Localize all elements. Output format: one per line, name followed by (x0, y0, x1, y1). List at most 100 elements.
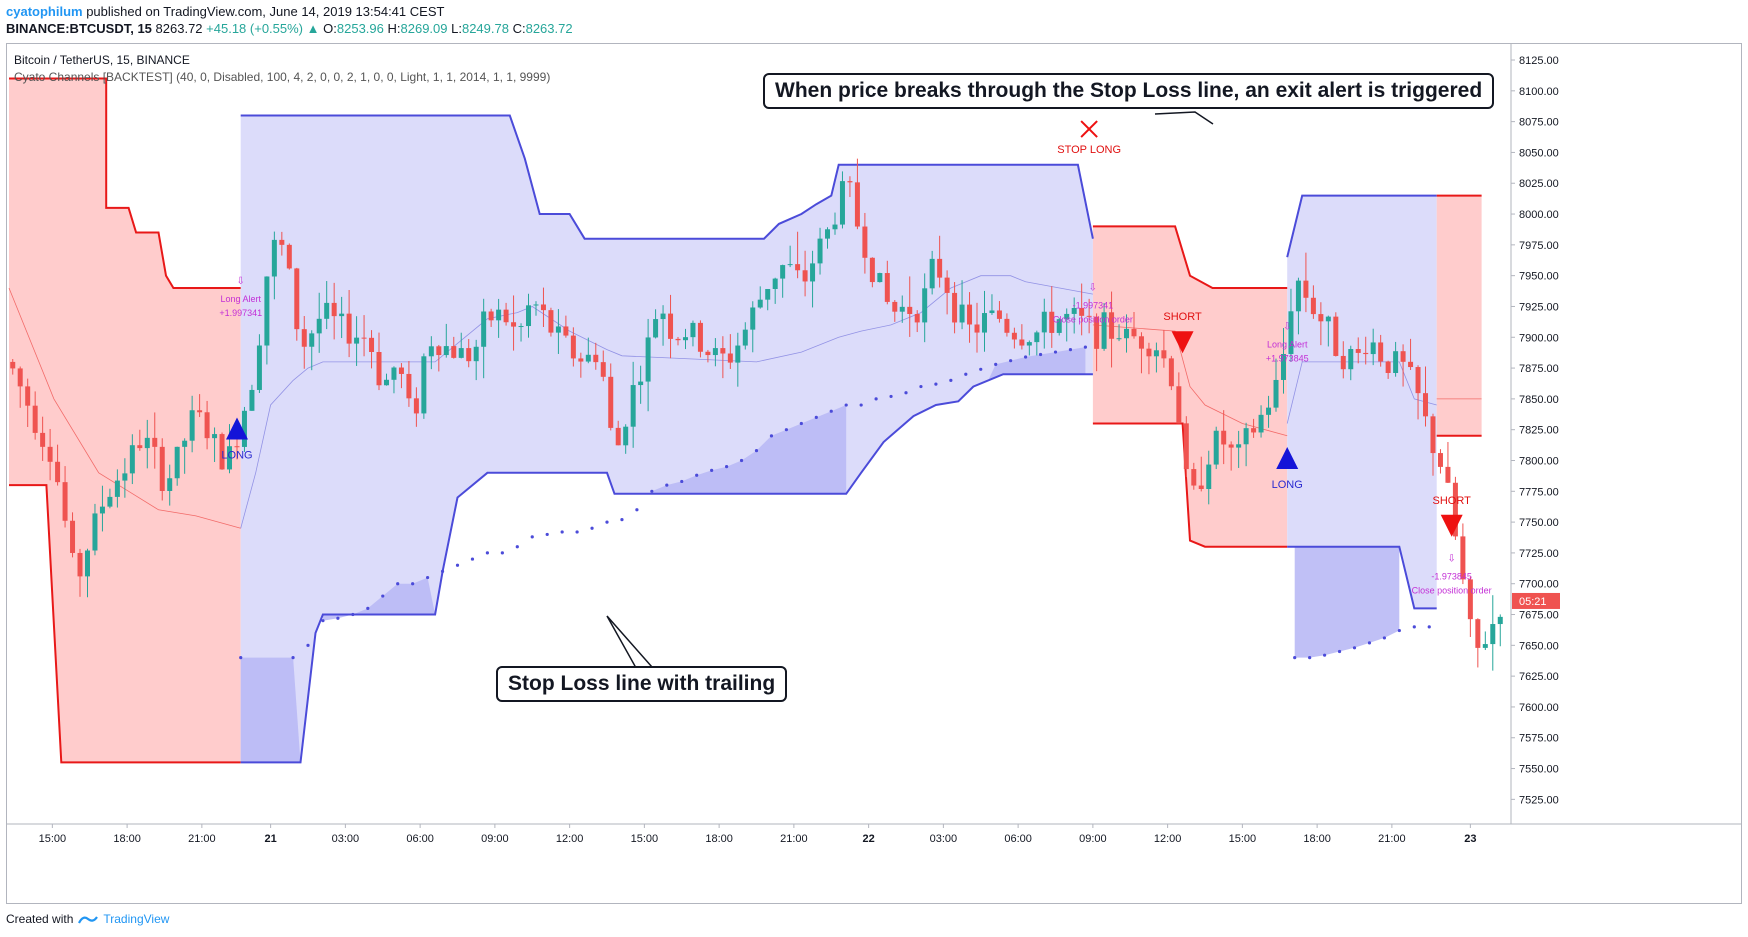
candle-body (1393, 351, 1399, 373)
candle-body (458, 348, 464, 358)
candle-body (825, 229, 831, 239)
candle-body (832, 224, 838, 230)
price-tick-label: 7950.00 (1519, 271, 1559, 283)
close-value: 8263.72 (525, 21, 573, 36)
stop-loss-line-2 (1092, 422, 1288, 548)
candle-body (1243, 428, 1249, 445)
trailing-dot (934, 382, 938, 386)
stop-loss-line-3 (1287, 545, 1437, 610)
tradingview-logo-icon (78, 916, 99, 924)
candle-body (1280, 354, 1286, 380)
open-label: O: (323, 21, 337, 36)
candle-body (1430, 416, 1436, 454)
candle-body (47, 446, 53, 462)
candle-body (473, 346, 479, 362)
candle-body (391, 367, 397, 380)
trailing-dot (1083, 345, 1087, 349)
price-tick-label: 7775.00 (1519, 486, 1559, 498)
time-tick-label: 03:00 (930, 833, 958, 845)
candle-body (227, 446, 233, 470)
candle-body (1011, 332, 1017, 340)
candle-body (369, 337, 375, 353)
trailing-dot (650, 489, 654, 493)
candle-body (1408, 361, 1414, 368)
candle-body (354, 337, 360, 344)
trailing-dot (964, 372, 968, 376)
candle-body (615, 427, 621, 446)
trailing-fill-1 (322, 577, 436, 621)
candle-body (839, 181, 845, 225)
callout-top-pointer (1154, 111, 1214, 125)
trailing-dot (710, 468, 714, 472)
trailing-dot (515, 545, 519, 549)
trailing-fill-2 (651, 405, 847, 494)
trailing-dot (321, 619, 325, 623)
trailing-dot (560, 530, 564, 534)
candle-body (780, 265, 786, 279)
trailing-fill-4 (1294, 546, 1400, 658)
candle-body (1273, 379, 1279, 408)
time-tick-label: 21 (265, 833, 277, 845)
trailing-dot (411, 582, 415, 586)
trailing-dot (665, 483, 669, 487)
indicator-legend[interactable]: Cyato Channels [BACKTEST] (40, 0, Disabl… (14, 70, 551, 84)
trailing-dot (620, 518, 624, 522)
candle-body (660, 313, 666, 320)
price-chart[interactable]: LONG SHORT LONG SHORT STOP LONG ⇩ Long Alert +1… (7, 44, 1741, 902)
candle-body (526, 305, 532, 327)
candle-body (1445, 466, 1451, 483)
callout-bottom-pointer (606, 615, 668, 685)
author-link[interactable]: cyatophilum (6, 4, 83, 19)
price-tick-label: 8025.00 (1519, 178, 1559, 190)
candle-body (1064, 313, 1070, 320)
candle-body (122, 473, 128, 481)
trailing-dot (1397, 628, 1401, 633)
candle-body (204, 412, 210, 439)
candle-body (1168, 358, 1174, 387)
trailing-dot (366, 606, 370, 610)
short-signal-label: SHORT (1433, 495, 1472, 507)
candle-body (981, 313, 987, 333)
trailing-dot (949, 378, 953, 382)
trailing-dot (1427, 625, 1431, 629)
candle-body (92, 513, 98, 551)
candle-body (608, 376, 614, 428)
candle-body (1333, 316, 1339, 356)
tradingview-link[interactable]: TradingView (103, 912, 170, 926)
candle-body (742, 329, 748, 346)
candle-body (1019, 339, 1025, 346)
axes: 8125.00 8100.00 8075.00 8050.00 8025.00 8000.… (7, 44, 1741, 845)
trailing-fill-3 (988, 347, 1086, 381)
candle-body (1206, 464, 1212, 490)
short-signal-triangle-icon (1440, 514, 1463, 537)
long-signal-triangle-icon (1276, 447, 1299, 470)
price-tick-label: 7625.00 (1519, 671, 1559, 683)
trailing-dot (440, 569, 445, 573)
candle-body (1251, 428, 1257, 433)
alert-text: Close position order (1412, 585, 1492, 595)
candle-body (1236, 444, 1242, 448)
low-value: 8249.78 (461, 21, 509, 36)
candles (10, 158, 1503, 671)
alert-text: -1.973845 (1431, 571, 1472, 581)
trailing-dot (426, 575, 430, 580)
trailing-dot (1038, 352, 1043, 357)
trailing-dot (306, 643, 310, 647)
trailing-dot (470, 557, 475, 561)
candle-body (518, 326, 524, 328)
candle-body (944, 277, 950, 293)
high-value: 8269.09 (400, 21, 448, 36)
candle-body (697, 322, 703, 352)
alert-arrow-icon: ⇩ (1447, 553, 1455, 564)
time-tick-label: 21:00 (1378, 833, 1406, 845)
candle-body (1452, 482, 1458, 537)
candle-body (929, 258, 935, 289)
candle-body (264, 276, 270, 346)
trailing-dot (1009, 359, 1013, 363)
candle-body (1109, 312, 1115, 339)
price-tick-label: 7725.00 (1519, 548, 1559, 560)
candle-body (339, 313, 345, 317)
trailing-dot (500, 551, 504, 555)
price-tick-label: 8100.00 (1519, 86, 1559, 98)
candle-body (720, 348, 726, 354)
